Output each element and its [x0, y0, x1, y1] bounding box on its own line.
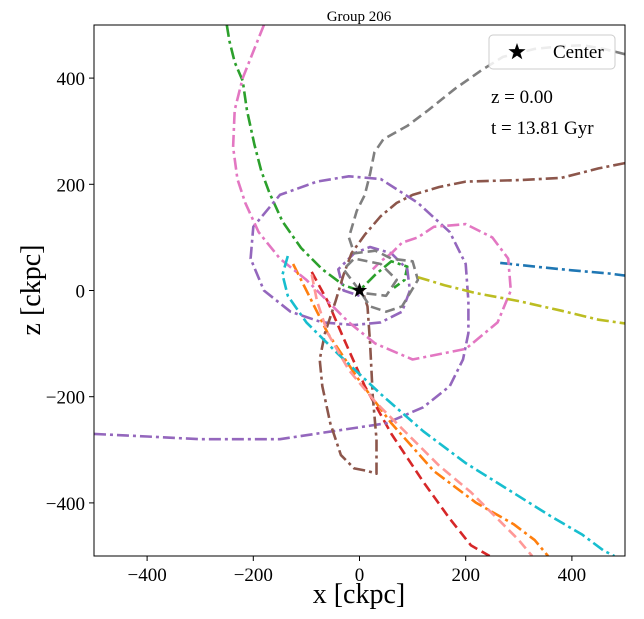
- time-annotation: t = 13.81 Gyr: [491, 118, 594, 139]
- x-tick-label: 200: [451, 565, 480, 586]
- legend-star-shape: [508, 43, 526, 60]
- legend-label: Center: [553, 42, 604, 63]
- x-tick-label: 400: [558, 565, 587, 586]
- center-star-marker: [351, 282, 368, 297]
- trajectory-purple: [94, 175, 470, 441]
- y-tick-label: 200: [57, 175, 86, 196]
- x-tick-label: −200: [234, 565, 273, 586]
- y-tick-label: −200: [46, 388, 85, 409]
- trajectory-brown: [318, 161, 625, 475]
- legend-star-icon: [508, 43, 526, 60]
- legend: Center: [488, 34, 616, 70]
- x-axis-label: x [ckpc]: [313, 579, 406, 610]
- trajectory-olive: [417, 275, 625, 325]
- trajectory-green: [225, 25, 409, 292]
- trajectory-cyan: [281, 255, 615, 556]
- trajectory-red: [310, 271, 491, 556]
- redshift-annotation: z = 0.00: [491, 87, 553, 108]
- y-axis-label: z [ckpc]: [16, 245, 47, 336]
- trajectory-pink: [231, 25, 513, 361]
- x-tick-label: 0: [355, 565, 365, 586]
- y-axis: −400 −200 0 200 400: [46, 69, 94, 515]
- legend-box: [488, 34, 616, 70]
- y-tick-label: 0: [76, 282, 86, 303]
- chart-title: Group 206: [327, 9, 392, 25]
- center-layer: [351, 282, 368, 297]
- trajectory-orange: [291, 263, 549, 556]
- y-tick-label: 400: [57, 69, 86, 90]
- y-tick-label: −400: [46, 494, 85, 515]
- trajectory-salmon: [310, 274, 534, 556]
- x-tick-label: −400: [127, 565, 166, 586]
- trajectory-blue: [500, 261, 625, 277]
- x-axis: −400 −200 0 200 400: [127, 556, 586, 586]
